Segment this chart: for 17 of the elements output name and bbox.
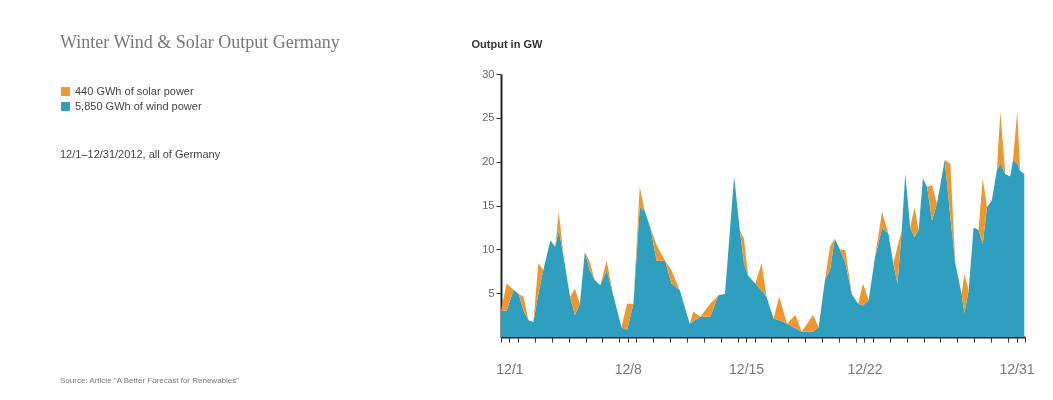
source-note: Source: Article "A Better Forecast for Renewables" (60, 376, 240, 385)
x-tick-label: 12/15 (729, 360, 765, 377)
legend-label: 5,850 GWh of wind power (75, 99, 202, 112)
text: 12/1–12/31/2012, all of Germany (60, 148, 221, 160)
x-tick-label: 12/31 (999, 360, 1035, 377)
y-axis-title: Output in GW (471, 37, 543, 50)
x-tick-label: 12/22 (847, 360, 883, 377)
y-tick-label: 10 (482, 242, 495, 255)
x-tick-label: 12/8 (614, 360, 643, 377)
y-tick-label: 25 (482, 111, 495, 124)
text: Winter Wind & Solar Output Germany (60, 32, 340, 52)
y-tick-label: 15 (482, 199, 495, 211)
y-tick-label: 20 (482, 155, 495, 168)
legend-label: 440 GWh of solar power (75, 84, 194, 97)
y-tick-label: 30 (482, 67, 495, 80)
y-tick-label: 5 (488, 286, 495, 299)
x-tick-label: 12/1 (496, 360, 524, 377)
